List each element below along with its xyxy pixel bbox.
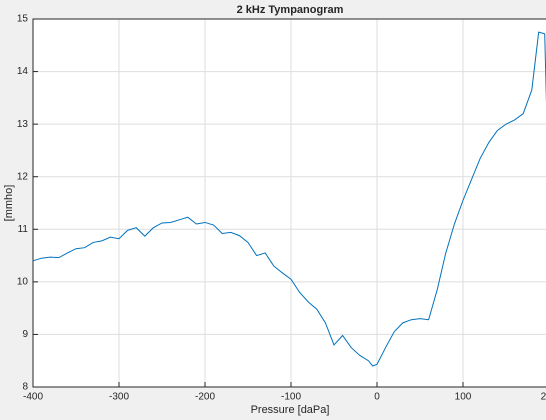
y-tick-label: 14: [17, 66, 29, 77]
axes-box: [32, 18, 546, 388]
y-tick-label: 10: [17, 276, 29, 287]
data-line: [32, 31, 546, 367]
x-tick-label: 0: [374, 392, 380, 403]
y-axis-label: [mmho]: [3, 185, 15, 222]
chart-title: 2 kHz Tympanogram: [237, 4, 344, 16]
x-tick-label: 100: [455, 392, 472, 403]
y-tick-label: 9: [22, 329, 28, 340]
y-tick-label: 8: [22, 382, 28, 393]
x-tick-label: -100: [281, 392, 301, 403]
y-tick-label: 15: [17, 14, 29, 25]
plot-area: [33, 19, 546, 387]
x-tick-label: -400: [23, 392, 43, 403]
y-tick-label: 13: [17, 119, 29, 130]
y-tick-label: 11: [18, 224, 29, 235]
x-axis-label: Pressure [daPa]: [251, 404, 330, 416]
x-tick-label: -300: [109, 392, 129, 403]
x-tick-label: -200: [195, 392, 215, 403]
y-tick-label: 12: [17, 171, 29, 182]
x-tick-label: 200: [541, 392, 546, 403]
